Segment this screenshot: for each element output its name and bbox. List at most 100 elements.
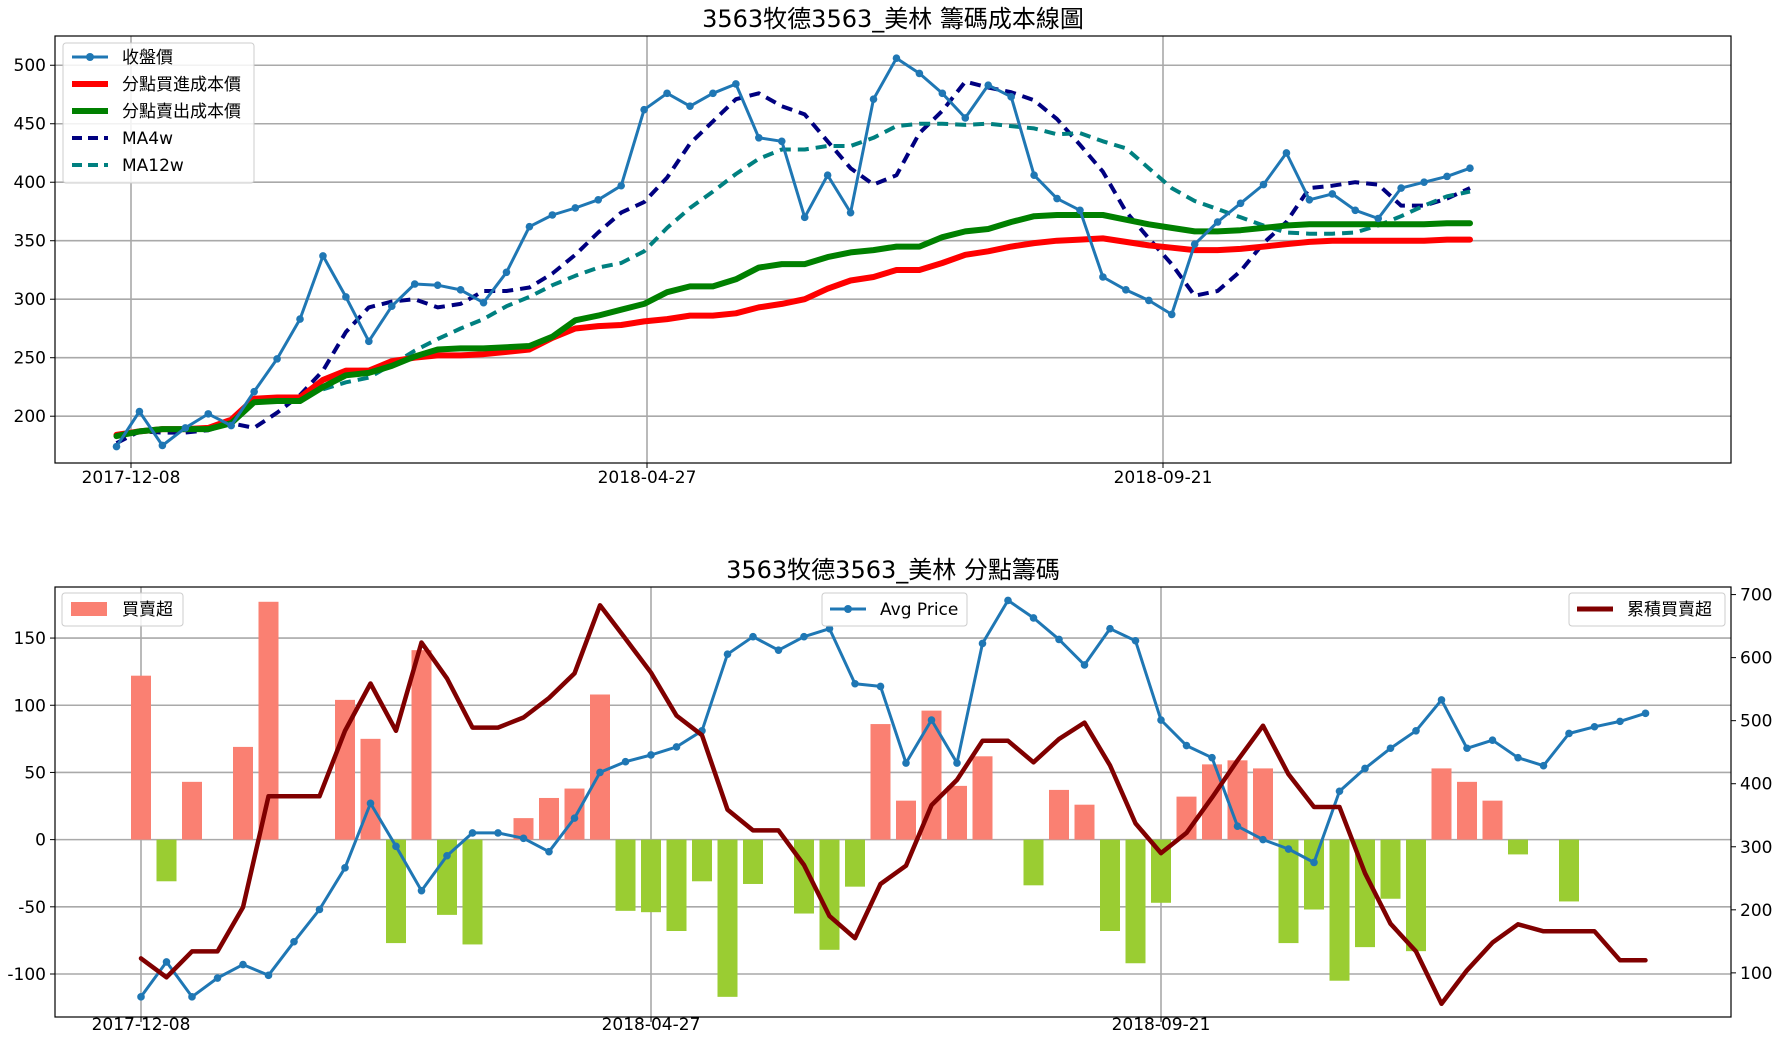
- close-price-point: [1122, 286, 1130, 294]
- close-price-point: [1213, 218, 1222, 226]
- avg-price-point: [519, 834, 528, 843]
- net-buy-sell-bar: [870, 724, 891, 840]
- net-buy-sell-bar: [1253, 768, 1273, 840]
- avg-price-point: [953, 759, 961, 767]
- top-y-tick-label: 350: [14, 232, 46, 252]
- avg-price-point: [290, 937, 298, 946]
- legend-label: 分點賣出成本價: [122, 102, 241, 122]
- bottom-y-tick-label: 0: [35, 831, 46, 851]
- close-price-point: [273, 355, 281, 363]
- avg-price-point: [1565, 729, 1573, 738]
- close-price-point: [640, 105, 648, 114]
- buy-cost-line: [113, 235, 1473, 438]
- avg-price-point: [366, 799, 375, 808]
- avg-price-point: [749, 632, 757, 641]
- close-price-point: [181, 424, 190, 432]
- avg-price-point: [1437, 696, 1446, 704]
- avg-price-point: [213, 974, 222, 982]
- legend-avg-price: Avg Price: [821, 592, 968, 627]
- avg-price-point: [774, 646, 783, 654]
- net-buy-sell-bar: [845, 839, 865, 887]
- bottom-y2-tick-label: 700: [1740, 586, 1772, 606]
- cumulative-line: [138, 603, 1648, 1007]
- top-y-tick-label: 250: [14, 349, 46, 369]
- avg-price-point: [978, 639, 987, 648]
- net-buy-sell-bar: [335, 699, 355, 840]
- top-x-tick-label: 2018-09-21: [1114, 468, 1213, 488]
- bottom-y-tick-label: -100: [7, 965, 46, 985]
- close-price-point: [1053, 194, 1061, 203]
- close-price-point: [1099, 273, 1107, 281]
- close-price-point: [1007, 93, 1015, 101]
- close-price-point: [433, 281, 442, 289]
- net-buy-sell-bar: [1125, 839, 1146, 964]
- bottom-y2-tick-label: 100: [1740, 964, 1772, 984]
- avg-price-point: [570, 814, 579, 822]
- avg-price-point: [1514, 753, 1522, 762]
- close-price-point: [227, 421, 235, 430]
- avg-price-point: [1055, 635, 1063, 644]
- avg-price-point: [315, 905, 324, 914]
- close-price-point: [1145, 296, 1153, 305]
- net-buy-sell-bar: [233, 746, 253, 840]
- avg-price-point: [1335, 787, 1344, 796]
- top-y-tick-label: 300: [14, 290, 46, 310]
- net-buy-sell-bar: [717, 839, 738, 997]
- avg-price-point: [1412, 726, 1420, 735]
- close-price-point: [1167, 310, 1176, 319]
- avg-price-point: [800, 632, 808, 641]
- avg-price-point: [1616, 717, 1624, 726]
- close-price-point: [342, 293, 350, 301]
- avg-price-point: [1157, 716, 1165, 724]
- close-price-point: [869, 95, 878, 103]
- avg-price-point: [1590, 722, 1599, 731]
- top-legend: 收盤價 分點買進成本價 分點賣出成本價 MA4w MA12w: [62, 42, 255, 184]
- close-price-point: [1030, 171, 1038, 180]
- top-x-tick-label: 2017-12-08: [82, 468, 181, 488]
- bottom-left-y-axis: -100 -50 0 50 100 150: [7, 629, 55, 985]
- bottom-y2-tick-label: 300: [1740, 838, 1772, 858]
- close-price-point: [410, 280, 419, 288]
- top-y-tick-label: 200: [14, 407, 46, 427]
- avg-price-point: [647, 751, 655, 759]
- avg-price-point: [545, 847, 553, 856]
- top-x-tick-label: 2018-04-27: [598, 468, 697, 488]
- legend-label: 收盤價: [122, 48, 173, 68]
- avg-price-point: [1386, 744, 1395, 753]
- net-buy-sell-bar: [1023, 839, 1044, 886]
- net-buy-sell-bar: [1482, 800, 1503, 840]
- net-buy-sell-bar: [896, 800, 916, 840]
- net-buy-sell-bar: [462, 839, 483, 945]
- avg-price-point: [1131, 636, 1140, 645]
- legend-entry-ma4w: MA4w: [72, 129, 173, 149]
- sell-cost-line: [113, 212, 1473, 440]
- close-price-point: [548, 211, 557, 219]
- bottom-grid: [55, 587, 1731, 1022]
- avg-price-point: [1233, 822, 1242, 830]
- bottom-x-tick-label: 2018-04-27: [602, 1015, 701, 1035]
- avg-price-point: [1208, 753, 1216, 762]
- legend-label: MA4w: [122, 129, 173, 149]
- close-price-point: [732, 80, 740, 88]
- bottom-x-tick-label: 2018-09-21: [1112, 1015, 1211, 1035]
- close-price-point: [135, 407, 144, 416]
- avg-price-point: [825, 624, 834, 633]
- avg-price-point: [1539, 761, 1548, 770]
- net-buy-sell-bar: [182, 781, 202, 840]
- close-price-point: [1466, 164, 1474, 172]
- close-price-point: [663, 89, 671, 98]
- net-buy-sell-bar: [819, 839, 840, 950]
- close-price-point: [365, 337, 373, 346]
- avg-price-point: [443, 851, 451, 860]
- close-price-point: [112, 442, 121, 451]
- avg-price-point: [1259, 835, 1267, 844]
- net-buy-sell-bar: [1329, 839, 1350, 981]
- close-price-point: [1076, 206, 1084, 215]
- avg-price-point: [723, 650, 732, 658]
- close-price-point: [1420, 178, 1428, 187]
- net-buy-sell-bar: [972, 756, 993, 840]
- bottom-right-y-axis: 100 200 300 400 500 600 700: [1731, 586, 1772, 984]
- avg-price-line: [139, 598, 1647, 999]
- avg-price-point: [1106, 624, 1114, 633]
- net-buy-sell-bar: [921, 710, 942, 840]
